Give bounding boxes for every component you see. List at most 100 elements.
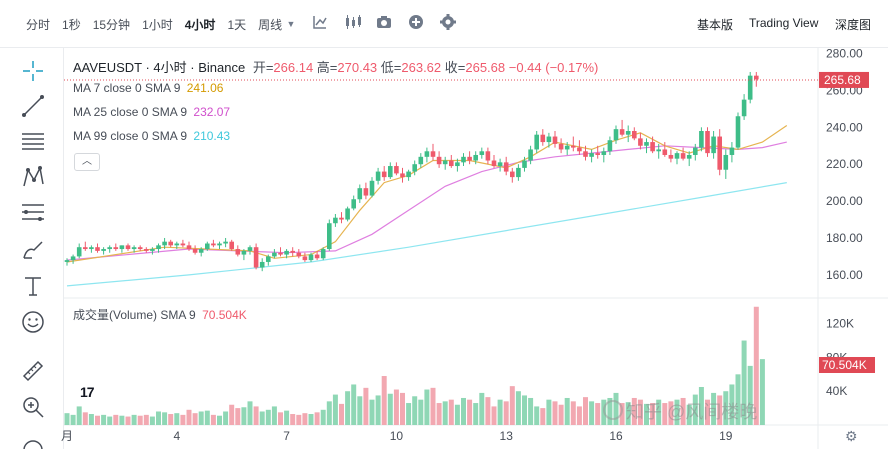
volume-bar (168, 414, 174, 425)
tf-15m[interactable]: 15分钟 (92, 18, 131, 32)
volume-bar (259, 411, 265, 425)
volume-bar (88, 414, 94, 425)
volume-bar (320, 409, 326, 425)
volume-bar (204, 410, 210, 425)
candle-body (638, 138, 643, 146)
volume-bar (522, 395, 527, 425)
volume-bar (82, 412, 88, 425)
volume-bar (528, 397, 534, 425)
volume-bar (662, 403, 668, 425)
settings-gear-icon[interactable]: ⚙ (845, 428, 858, 444)
gear-icon[interactable] (440, 14, 456, 30)
candle-body (436, 156, 442, 165)
candle-body (534, 134, 539, 150)
candle-body (522, 160, 527, 168)
candle-body (735, 116, 741, 148)
volume-bar (674, 399, 680, 425)
price-tick-label: 160.00 (826, 268, 863, 282)
volume-bar (210, 414, 216, 425)
volume-bar (473, 403, 479, 425)
candle-body (717, 136, 722, 170)
candle-body (205, 243, 210, 250)
basic-view-link[interactable]: 基本版 (697, 18, 734, 32)
volume-bar (326, 401, 332, 425)
candle-body (327, 223, 332, 250)
candle-body (674, 153, 680, 159)
candle-body (412, 164, 417, 172)
volume-bar (137, 415, 143, 425)
trend-line-icon[interactable] (20, 93, 46, 119)
text-icon[interactable] (20, 273, 46, 299)
candle-body (156, 245, 161, 250)
watermark-circle-icon (603, 400, 623, 420)
drawing-toolbar (0, 48, 64, 449)
tf-1h[interactable]: 1小时 (142, 18, 173, 32)
volume-legend[interactable]: 成交量(Volume) SMA 9 70.504K (73, 306, 247, 323)
high-label: 高= (316, 60, 338, 75)
volume-bar (101, 414, 107, 425)
volume-bar (454, 404, 460, 425)
candle-type-icon[interactable] (344, 14, 361, 30)
volume-tick-label: 40K (826, 384, 847, 398)
volume-bar (583, 397, 588, 425)
tf-tick[interactable]: 分时 (26, 18, 51, 32)
volume-bar (339, 403, 344, 425)
ruler-icon[interactable] (20, 358, 46, 384)
candle-body (577, 147, 582, 152)
crosshair-icon[interactable] (20, 58, 46, 84)
pattern-icon[interactable] (20, 164, 46, 190)
magnet-icon[interactable] (20, 440, 46, 449)
fib-icon[interactable] (20, 200, 46, 226)
time-tick-label: 月 (61, 429, 73, 443)
ma7-legend[interactable]: MA 7 close 0 SMA 9 241.06 (73, 81, 223, 95)
price-tick-label: 280.00 (826, 47, 863, 61)
tf-4h[interactable]: 4小时 (184, 18, 216, 32)
indicator-icon[interactable] (312, 14, 328, 30)
volume-bar (595, 403, 601, 425)
candle-body (528, 149, 533, 161)
emoji-icon[interactable] (20, 309, 46, 335)
candle-body (266, 256, 271, 262)
volume-bar (686, 404, 692, 425)
candle-body (455, 162, 460, 167)
plus-circle-icon[interactable] (408, 14, 424, 30)
candle-body (375, 171, 381, 181)
camera-icon[interactable] (376, 14, 392, 30)
tradingview-link[interactable]: Trading View (749, 16, 819, 30)
candle-body (101, 249, 106, 251)
candle-body (296, 252, 302, 257)
volume-bar (442, 401, 448, 425)
ma25-value: 232.07 (193, 105, 231, 119)
volume-bar (143, 414, 149, 425)
candle-body (381, 171, 387, 178)
zoom-in-icon[interactable] (20, 394, 46, 420)
brush-icon[interactable] (20, 236, 46, 262)
chevron-down-icon[interactable]: ▼ (286, 19, 296, 29)
volume-bar (448, 399, 454, 425)
candle-body (125, 245, 131, 250)
volume-bar (217, 415, 222, 425)
candle-body (217, 243, 222, 246)
ma25-legend[interactable]: MA 25 close 0 SMA 9 232.07 (73, 105, 230, 119)
volume-bar (698, 386, 704, 425)
tf-1d[interactable]: 1天 (227, 18, 247, 32)
candle-body (400, 173, 405, 178)
ma99-legend[interactable]: MA 99 close 0 SMA 9 210.43 (73, 129, 230, 143)
volume-bar (467, 399, 473, 425)
tf-1s[interactable]: 1秒 (62, 18, 81, 32)
candle-body (619, 129, 625, 135)
tf-1w[interactable]: 周线 (258, 18, 283, 32)
horizontal-lines-icon[interactable] (20, 128, 46, 154)
candle-body (503, 162, 509, 172)
depth-chart-link[interactable]: 深度图 (835, 18, 872, 32)
candle-body (491, 160, 497, 167)
candle-body (497, 162, 503, 167)
candle-body (192, 249, 198, 253)
low-value: 263.62 (401, 60, 442, 75)
ma25-label: MA 25 close 0 SMA 9 (73, 105, 188, 119)
volume-bar (558, 404, 564, 425)
candle-body (235, 249, 241, 255)
volume-bar (753, 306, 759, 425)
legend-collapse-button[interactable]: ︿ (74, 153, 100, 171)
